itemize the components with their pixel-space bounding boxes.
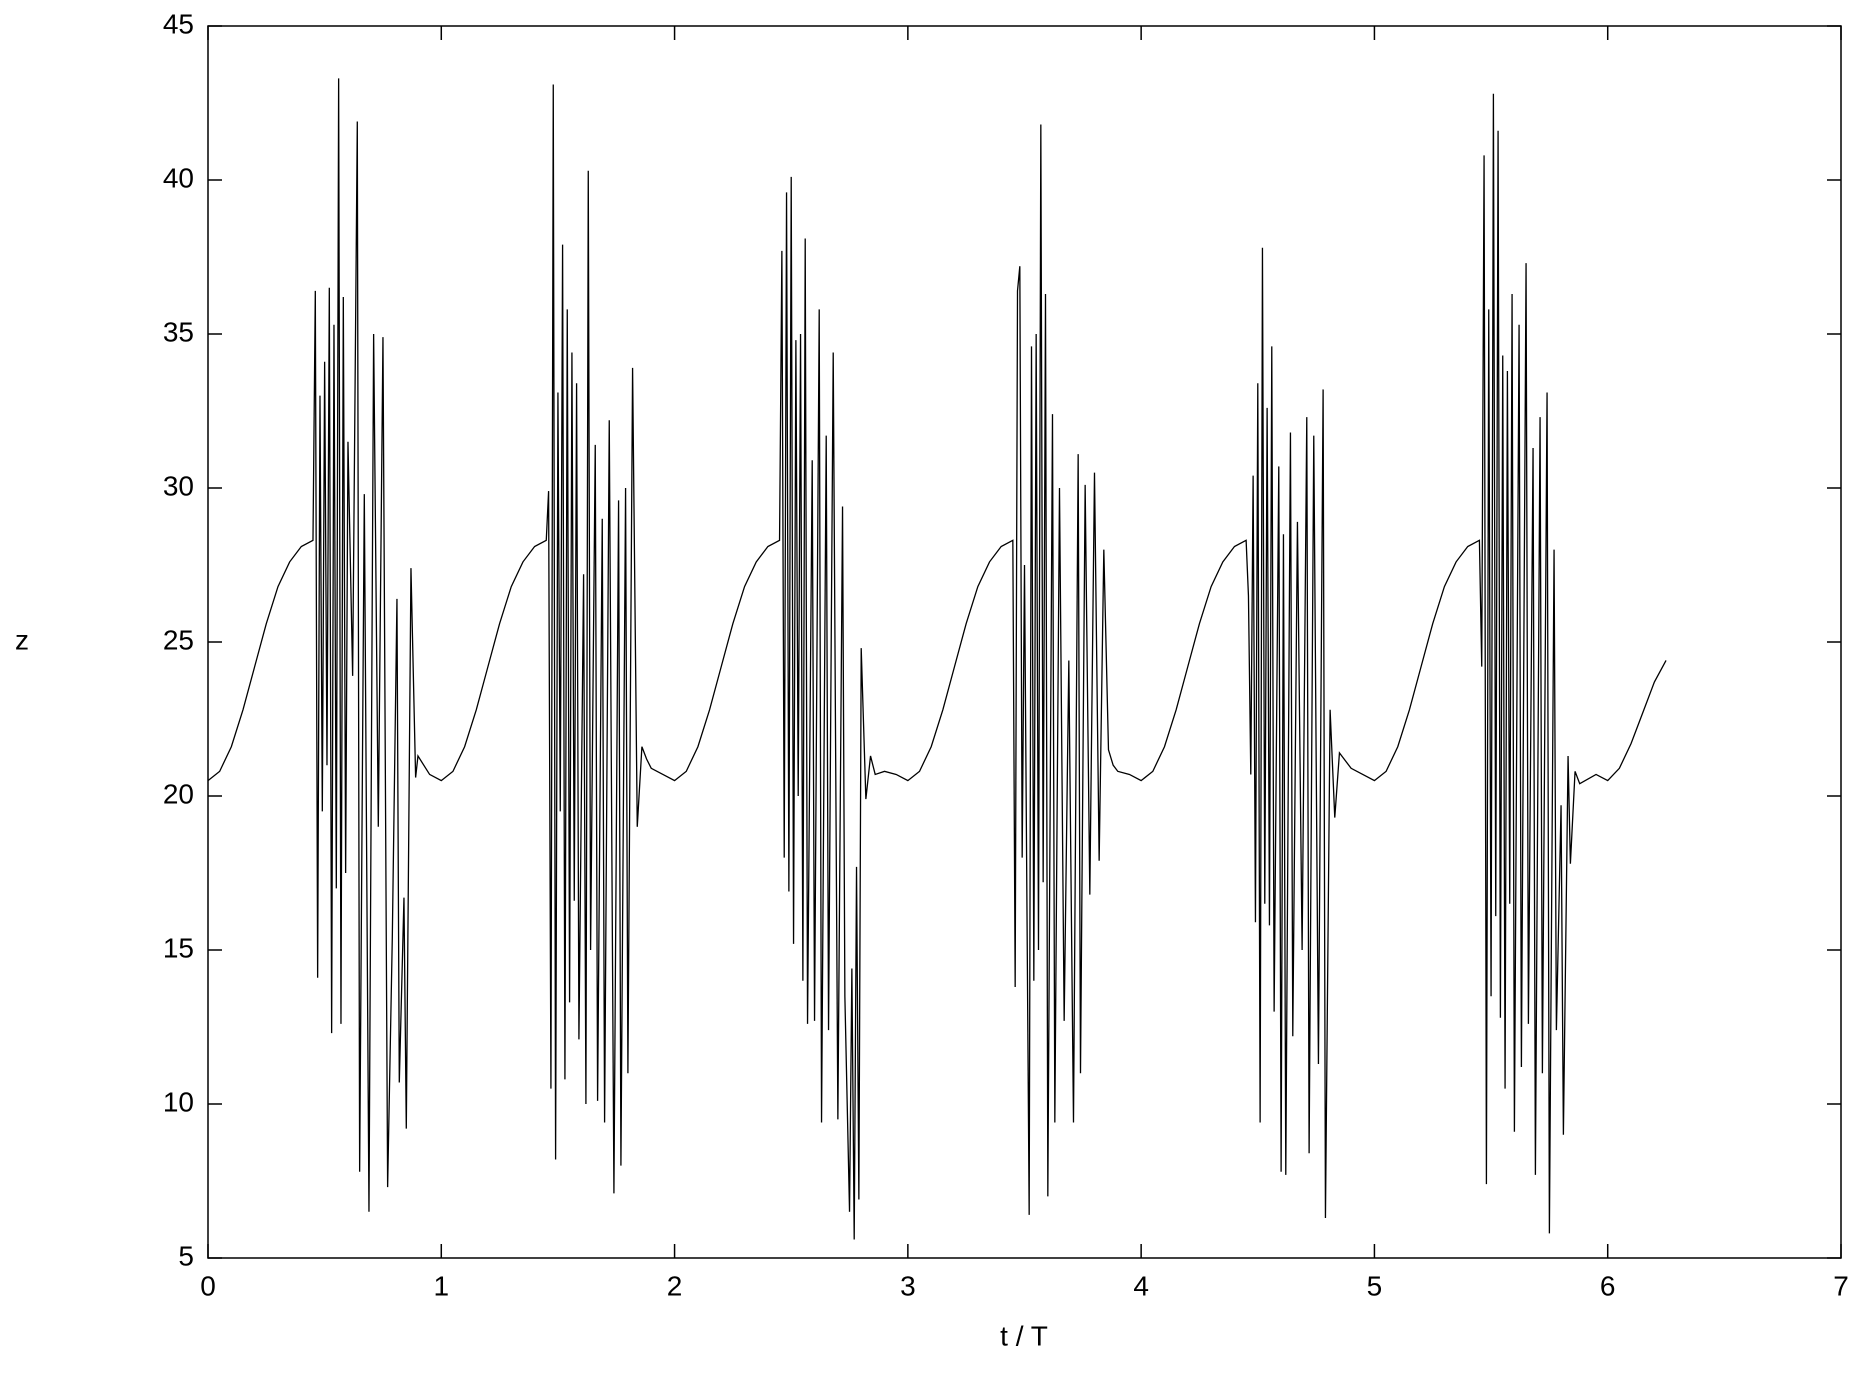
x-tick-label: 0	[200, 1270, 216, 1301]
x-tick-label: 2	[667, 1270, 683, 1301]
y-tick-label: 20	[163, 778, 194, 809]
x-tick-label: 6	[1600, 1270, 1616, 1301]
y-tick-label: 10	[163, 1086, 194, 1117]
x-tick-label: 1	[433, 1270, 449, 1301]
y-tick-label: 30	[163, 470, 194, 501]
y-tick-label: 45	[163, 8, 194, 39]
x-tick-label: 4	[1133, 1270, 1149, 1301]
x-tick-label: 5	[1367, 1270, 1383, 1301]
data-line	[207, 78, 1667, 1240]
plot-frame	[207, 25, 1842, 1259]
y-tick-label: 35	[163, 316, 194, 347]
x-tick-label: 7	[1833, 1270, 1849, 1301]
y-tick-label: 25	[163, 624, 194, 655]
y-axis-label: z	[15, 624, 29, 655]
y-tick-label: 40	[163, 162, 194, 193]
y-tick-label: 5	[178, 1240, 194, 1271]
x-axis-label: t / T	[1000, 1320, 1048, 1351]
y-tick-label: 15	[163, 932, 194, 963]
x-tick-label: 3	[900, 1270, 916, 1301]
